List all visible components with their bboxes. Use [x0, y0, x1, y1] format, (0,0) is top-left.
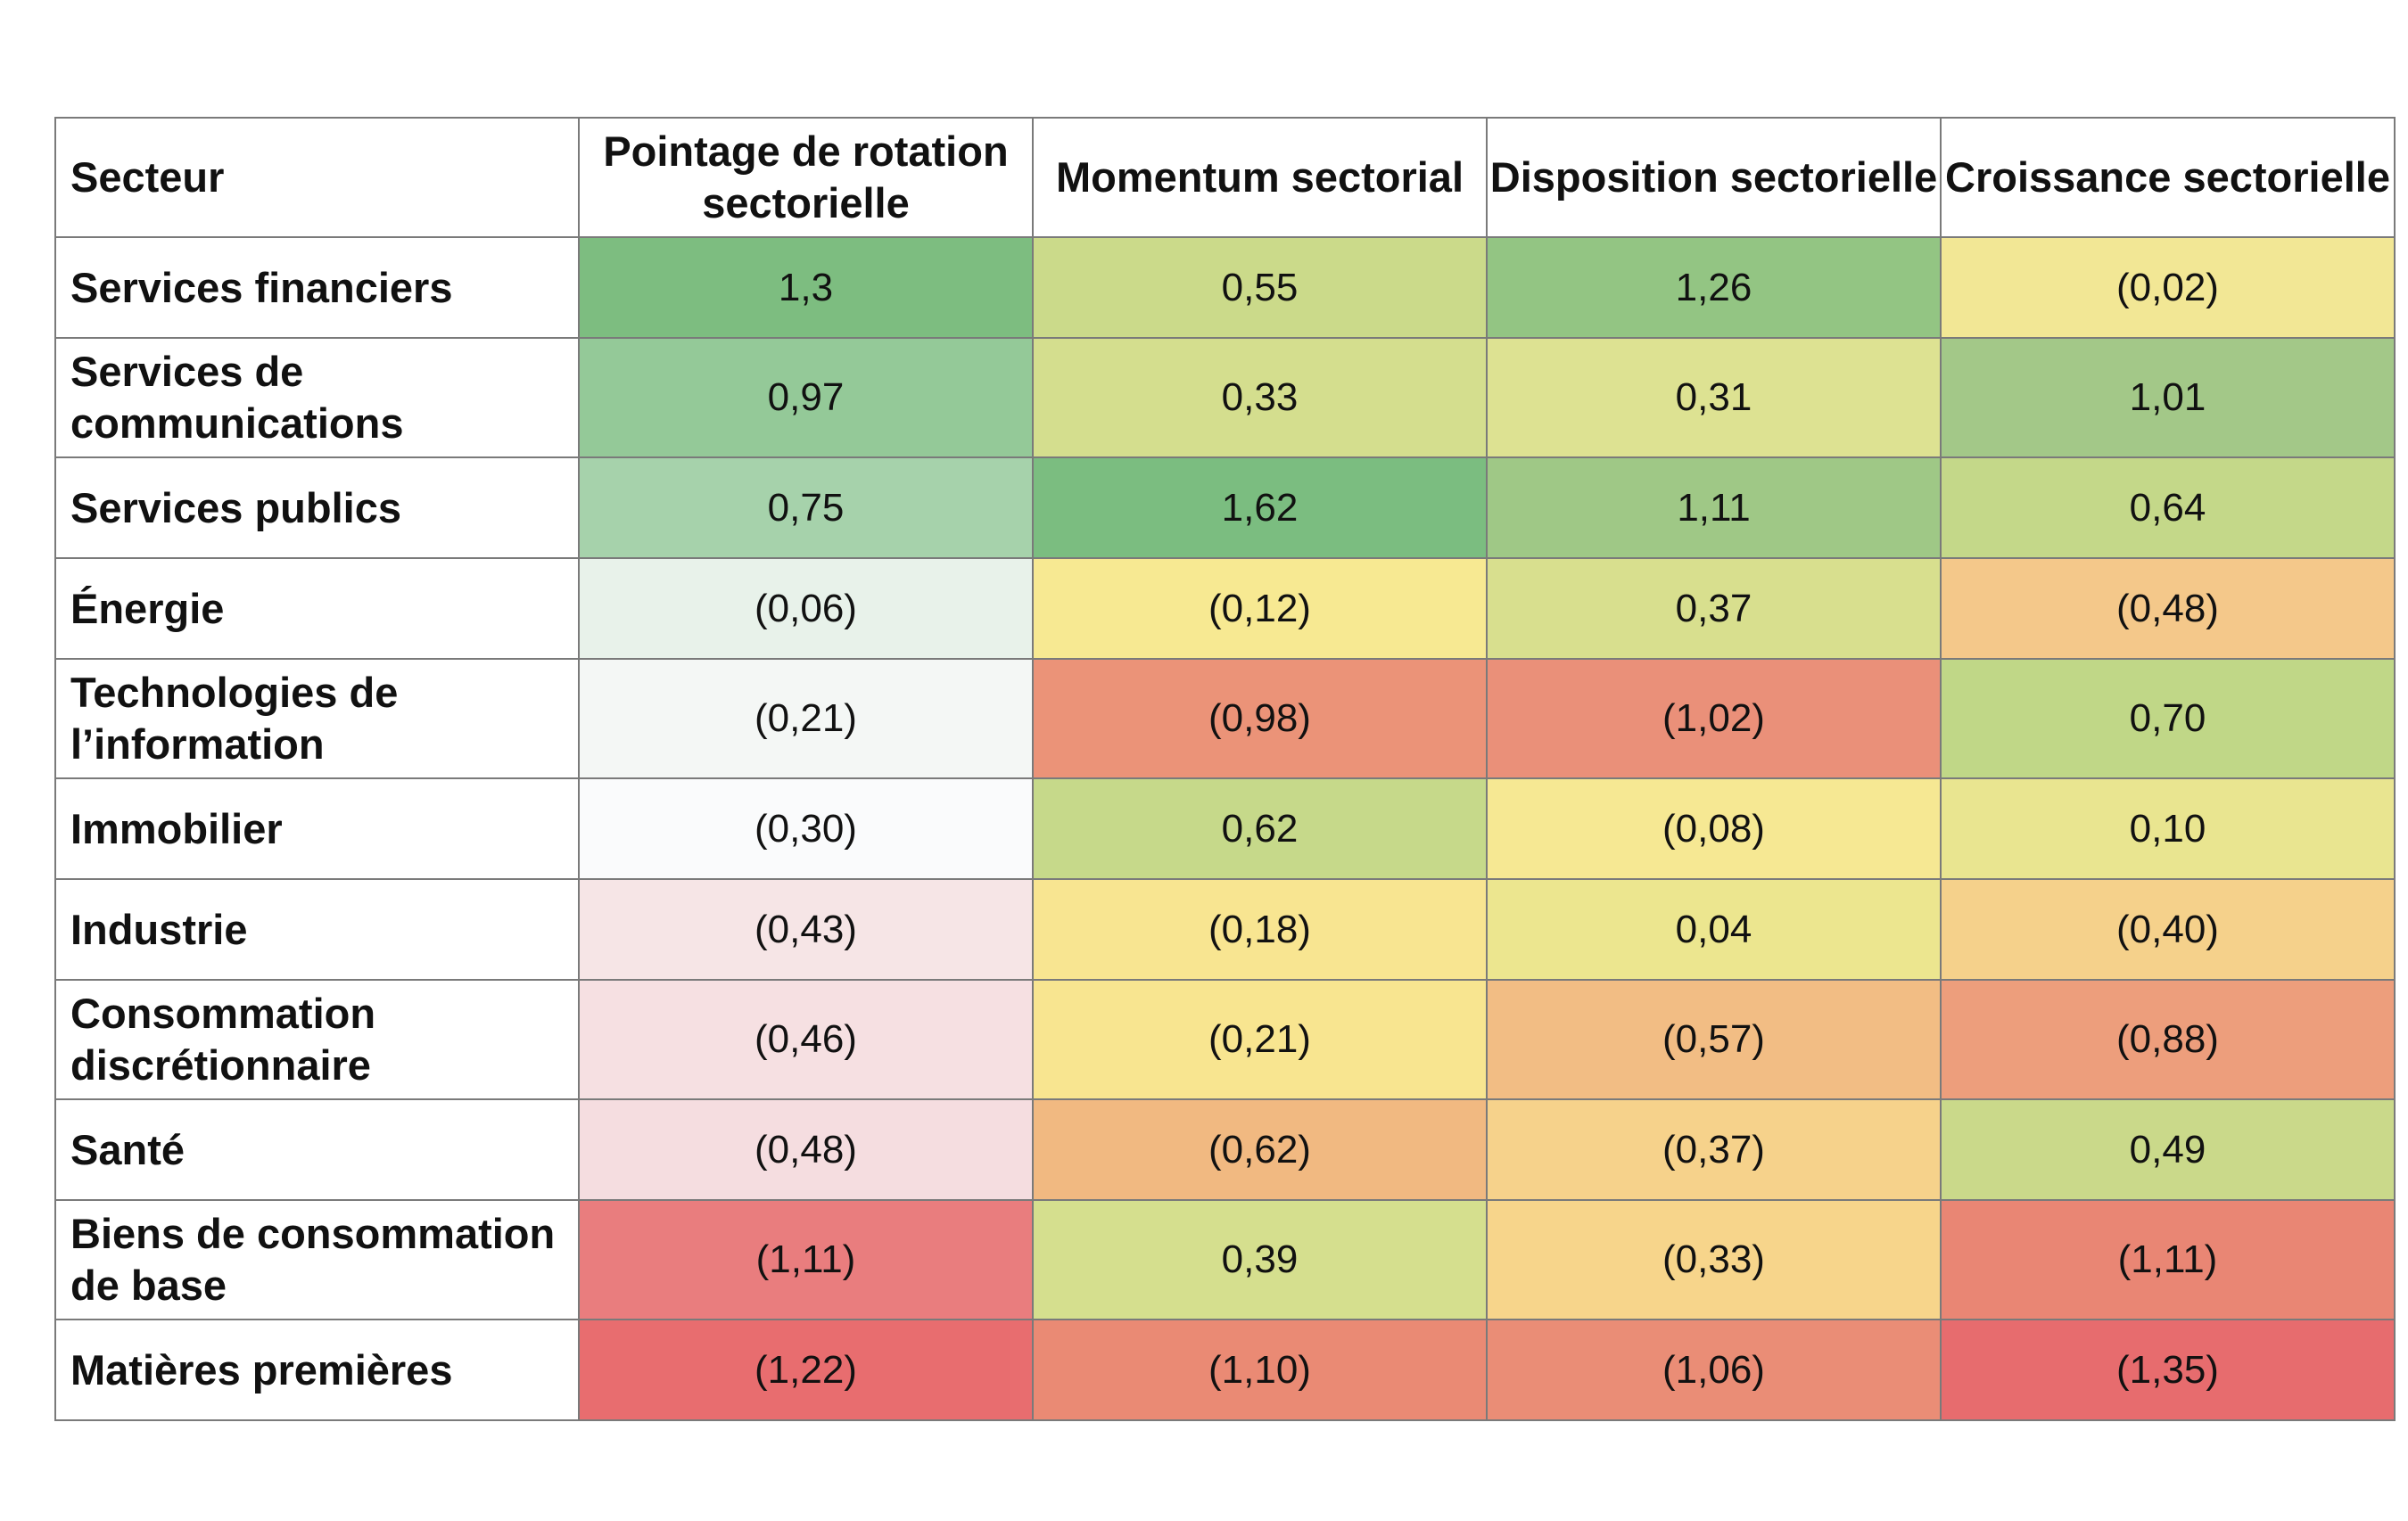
column-header-momentum: Momentum sectorial	[1032, 117, 1488, 238]
heatmap-cell-momentum: 0,33	[1032, 337, 1488, 458]
heatmap-cell-growth: (0,40)	[1940, 878, 2396, 981]
heatmap-cell-rotation-score: 1,3	[578, 236, 1034, 339]
table-row: Énergie (0,06) (0,12) 0,37 (0,48)	[54, 557, 2396, 660]
row-label-sector: Matières premières	[54, 1319, 580, 1421]
heatmap-cell-disposition: (0,57)	[1486, 979, 1942, 1100]
heatmap-cell-momentum: 1,62	[1032, 456, 1488, 559]
table-row: Matières premières (1,22) (1,10) (1,06) (1,3…	[54, 1319, 2396, 1421]
table-row: Consommation discrétionnaire (0,46) (0,21)…	[54, 979, 2396, 1100]
row-label-sector: Services publics	[54, 456, 580, 559]
heatmap-cell-momentum: (0,21)	[1032, 979, 1488, 1100]
row-label-sector: Industrie	[54, 878, 580, 981]
heatmap-cell-growth: (0,48)	[1940, 557, 2396, 660]
heatmap-cell-momentum: 0,62	[1032, 777, 1488, 880]
table-row: Santé (0,48) (0,62) (0,37) 0,49	[54, 1098, 2396, 1201]
heatmap-cell-disposition: 0,37	[1486, 557, 1942, 660]
column-header-sector: Secteur	[54, 117, 580, 238]
table-row: Services publics 0,75 1,62 1,11 0,64	[54, 456, 2396, 559]
heatmap-cell-rotation-score: (0,48)	[578, 1098, 1034, 1201]
heatmap-cell-rotation-score: 0,75	[578, 456, 1034, 559]
table-row: Industrie (0,43) (0,18) 0,04 (0,40)	[54, 878, 2396, 981]
heatmap-cell-momentum: 0,39	[1032, 1199, 1488, 1320]
table-row: Services financiers 1,3 0,55 1,26 (0,02)	[54, 236, 2396, 339]
heatmap-cell-growth: 0,70	[1940, 658, 2396, 779]
heatmap-cell-disposition: (0,08)	[1486, 777, 1942, 880]
heatmap-cell-momentum: 0,55	[1032, 236, 1488, 339]
heatmap-cell-disposition: (0,37)	[1486, 1098, 1942, 1201]
heatmap-cell-rotation-score: (0,06)	[578, 557, 1034, 660]
heatmap-cell-disposition: (0,33)	[1486, 1199, 1942, 1320]
table-row: Immobilier (0,30) 0,62 (0,08) 0,10	[54, 777, 2396, 880]
heatmap-cell-rotation-score: (1,22)	[578, 1319, 1034, 1421]
heatmap-cell-momentum: (0,12)	[1032, 557, 1488, 660]
sector-heatmap-table: Secteur Pointage de rotation sectorielle…	[54, 117, 2396, 1421]
heatmap-cell-disposition: 0,31	[1486, 337, 1942, 458]
row-label-sector: Consommation discrétionnaire	[54, 979, 580, 1100]
heatmap-cell-growth: 0,49	[1940, 1098, 2396, 1201]
heatmap-cell-disposition: (1,06)	[1486, 1319, 1942, 1421]
heatmap-cell-momentum: (0,98)	[1032, 658, 1488, 779]
heatmap-cell-disposition: 1,11	[1486, 456, 1942, 559]
row-label-sector: Technologies de l’information	[54, 658, 580, 779]
heatmap-cell-rotation-score: 0,97	[578, 337, 1034, 458]
heatmap-cell-momentum: (0,18)	[1032, 878, 1488, 981]
row-label-sector: Énergie	[54, 557, 580, 660]
heatmap-cell-growth: (0,88)	[1940, 979, 2396, 1100]
table-row: Biens de consommation de base (1,11) 0,39(…	[54, 1199, 2396, 1320]
row-label-sector: Biens de consommation de base	[54, 1199, 580, 1320]
column-header-rotation-score: Pointage de rotation sectorielle	[578, 117, 1034, 238]
heatmap-cell-rotation-score: (0,21)	[578, 658, 1034, 779]
heatmap-cell-rotation-score: (1,11)	[578, 1199, 1034, 1320]
column-header-growth: Croissance sectorielle	[1940, 117, 2396, 238]
row-label-sector: Services de communications	[54, 337, 580, 458]
heatmap-cell-growth: 0,10	[1940, 777, 2396, 880]
table-row: Services de communications 0,97 0,33 0,31 1,…	[54, 337, 2396, 458]
heatmap-cell-growth: (1,11)	[1940, 1199, 2396, 1320]
row-label-sector: Services financiers	[54, 236, 580, 339]
row-label-sector: Immobilier	[54, 777, 580, 880]
heatmap-cell-disposition: (1,02)	[1486, 658, 1942, 779]
heatmap-cell-growth: (1,35)	[1940, 1319, 2396, 1421]
heatmap-cell-growth: (0,02)	[1940, 236, 2396, 339]
heatmap-cell-disposition: 0,04	[1486, 878, 1942, 981]
heatmap-cell-growth: 0,64	[1940, 456, 2396, 559]
heatmap-cell-rotation-score: (0,43)	[578, 878, 1034, 981]
heatmap-body: Services financiers 1,3 0,55 1,26 (0,02) Serv…	[54, 236, 2396, 1421]
row-label-sector: Santé	[54, 1098, 580, 1201]
heatmap-cell-disposition: 1,26	[1486, 236, 1942, 339]
table-row: Technologies de l’information (0,21) (0,98…	[54, 658, 2396, 779]
heatmap-cell-rotation-score: (0,30)	[578, 777, 1034, 880]
heatmap-cell-momentum: (1,10)	[1032, 1319, 1488, 1421]
heatmap-cell-momentum: (0,62)	[1032, 1098, 1488, 1201]
header-row: Secteur Pointage de rotation sectorielle…	[54, 117, 2396, 238]
heatmap-cell-rotation-score: (0,46)	[578, 979, 1034, 1100]
heatmap-cell-growth: 1,01	[1940, 337, 2396, 458]
column-header-disposition: Disposition sectorielle	[1486, 117, 1942, 238]
